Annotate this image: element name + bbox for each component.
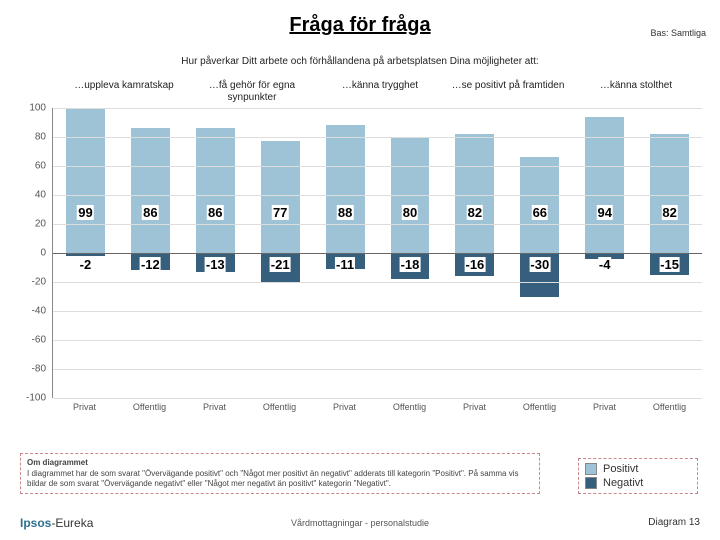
negative-value: -15 (659, 257, 680, 272)
positive-bar (66, 109, 105, 253)
x-axis-labels: PrivatOffentligPrivatOffentligPrivatOffe… (52, 402, 702, 422)
gridline (53, 369, 702, 370)
y-tick-label: -60 (32, 335, 46, 346)
positive-value: 86 (142, 205, 158, 220)
legend-item: Negativt (585, 477, 691, 489)
footer-center: Vårdmottagningar - personalstudie (0, 518, 720, 528)
x-tick-label: Privat (572, 402, 637, 422)
footnote-body: I diagrammet har de som svarat "Överväga… (27, 469, 518, 488)
negative-value: -16 (464, 257, 485, 272)
y-tick-label: -40 (32, 306, 46, 317)
group-label: …se positivt på framtiden (444, 80, 572, 104)
x-tick-label: Privat (442, 402, 507, 422)
x-tick-label: Offentlig (247, 402, 312, 422)
legend-swatch (585, 477, 597, 489)
negative-value: -18 (400, 257, 421, 272)
positive-value: 82 (661, 205, 677, 220)
footnote-box: Om diagrammet I diagrammet har de som sv… (20, 453, 540, 494)
group-label: …känna trygghet (316, 80, 444, 104)
x-tick-label: Offentlig (117, 402, 182, 422)
x-tick-label: Privat (312, 402, 377, 422)
positive-bar (326, 125, 365, 253)
y-axis-labels: 100806040200-20-40-60-80-100 (10, 108, 50, 428)
negative-value: -4 (598, 257, 612, 272)
gridline (53, 108, 702, 109)
positive-value: 94 (596, 205, 612, 220)
legend-item: Positivt (585, 463, 691, 475)
gridline (53, 224, 702, 225)
legend: Positivt Negativt (578, 458, 698, 494)
footer-right: Diagram 13 (648, 517, 700, 528)
negative-value: -11 (335, 257, 355, 272)
legend-swatch (585, 463, 597, 475)
footnote-title: Om diagrammet (27, 458, 533, 468)
chart: 100806040200-20-40-60-80-100 99-286-1286… (10, 108, 710, 428)
gridline (53, 195, 702, 196)
y-tick-label: 60 (35, 161, 46, 172)
positive-value: 80 (402, 205, 418, 220)
y-tick-label: 0 (40, 248, 46, 259)
x-tick-label: Offentlig (637, 402, 702, 422)
y-tick-label: -100 (26, 393, 46, 404)
positive-bar (455, 134, 494, 253)
negative-value: -2 (79, 257, 93, 272)
positive-value: 86 (207, 205, 223, 220)
negative-value: -21 (270, 257, 291, 272)
gridline (53, 340, 702, 341)
positive-value: 82 (467, 205, 483, 220)
x-tick-label: Privat (182, 402, 247, 422)
negative-value: -30 (529, 257, 550, 272)
y-tick-label: -80 (32, 364, 46, 375)
negative-value: -12 (140, 257, 161, 272)
y-tick-label: 40 (35, 190, 46, 201)
gridline (53, 311, 702, 312)
negative-value: -13 (205, 257, 226, 272)
positive-bar (196, 128, 235, 253)
page-title: Fråga för fråga (0, 14, 720, 37)
gridline (53, 137, 702, 138)
group-label: …få gehör för egna synpunkter (188, 80, 316, 104)
positive-value: 99 (77, 205, 93, 220)
positive-bar (650, 134, 689, 253)
group-labels: …uppleva kamratskap…få gehör för egna sy… (60, 80, 700, 104)
positive-value: 66 (532, 205, 548, 220)
base-label: Bas: Samtliga (650, 28, 706, 38)
plot-area: 99 -2 86 -12 86 -13 77 -21 88 -11 80 -18 82 -16 66 -30 9… (52, 108, 702, 398)
y-tick-label: -20 (32, 277, 46, 288)
legend-label: Negativt (603, 477, 643, 489)
x-tick-label: Offentlig (507, 402, 572, 422)
y-tick-label: 20 (35, 219, 46, 230)
chart-subtitle: Hur påverkar Ditt arbete och förhållande… (0, 56, 720, 67)
group-label: …uppleva kamratskap (60, 80, 188, 104)
positive-bar (131, 128, 170, 253)
gridline (53, 282, 702, 283)
zero-line (53, 253, 702, 254)
y-tick-label: 80 (35, 132, 46, 143)
gridline (53, 166, 702, 167)
positive-value: 77 (272, 205, 288, 220)
x-tick-label: Privat (52, 402, 117, 422)
gridline (53, 398, 702, 399)
legend-label: Positivt (603, 463, 638, 475)
y-tick-label: 100 (29, 103, 46, 114)
positive-value: 88 (337, 205, 353, 220)
group-label: …känna stolthet (572, 80, 700, 104)
positive-bar (261, 141, 300, 253)
x-tick-label: Offentlig (377, 402, 442, 422)
